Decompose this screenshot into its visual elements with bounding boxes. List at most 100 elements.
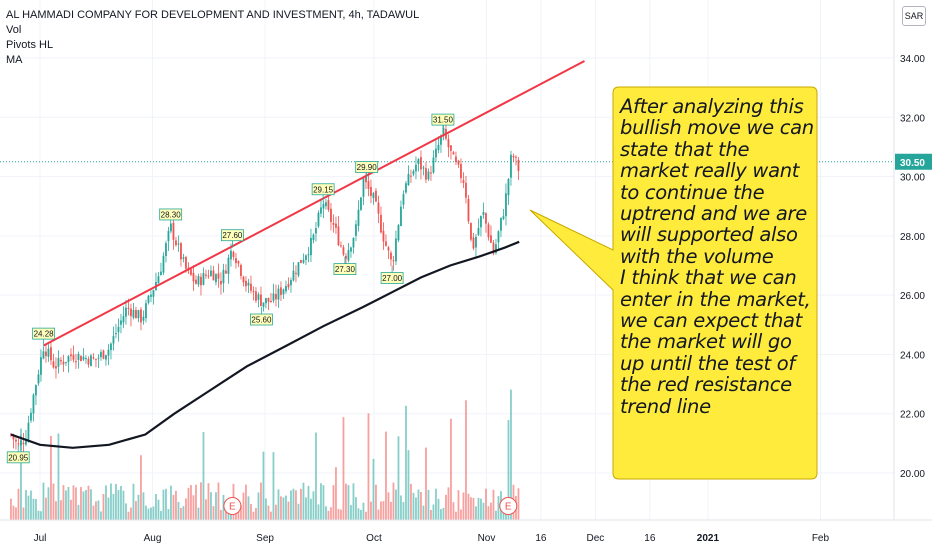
candle-body [37, 374, 40, 384]
volume-bar [272, 452, 275, 520]
candle-body [167, 230, 170, 242]
candle-body [345, 255, 347, 259]
candle-body [480, 216, 482, 228]
candle-body [115, 333, 117, 335]
volume-bar [170, 485, 172, 520]
earnings-marker[interactable]: E [499, 497, 518, 515]
candle-body [30, 412, 32, 421]
candle-body [327, 200, 330, 210]
time-axis[interactable]: Jul Aug Sep Oct Nov 16 Dec 16 2021 Feb [0, 519, 932, 550]
candles[interactable] [10, 119, 520, 455]
candle-body [325, 202, 327, 207]
volume-bar [497, 496, 500, 520]
pivot-value: 20.95 [8, 453, 29, 462]
volume-bar [127, 511, 130, 520]
volume-bar [275, 504, 277, 520]
volume-bar [182, 506, 185, 520]
candle-body [222, 269, 225, 284]
volume-bar [377, 509, 380, 520]
candle-body [375, 190, 377, 202]
candle-body [432, 157, 435, 173]
volume-bar [415, 497, 417, 520]
indicator-vol[interactable]: Vol [6, 24, 22, 36]
candle-body [107, 349, 110, 356]
volume-bar [302, 482, 305, 520]
volume-bar [357, 508, 360, 520]
volume-bar [207, 483, 210, 520]
volume-bar [257, 492, 260, 520]
volume-bar [352, 483, 355, 520]
earnings-marker[interactable]: E [223, 497, 242, 515]
pivot-label: 25.60 [250, 307, 273, 326]
candle-body [355, 224, 357, 236]
pivot-value: 25.60 [251, 316, 272, 325]
candle-body [497, 231, 500, 243]
volume-bar [100, 511, 102, 520]
symbol-title[interactable]: AL HAMMADI COMPANY FOR DEVELOPMENT AND I… [6, 9, 420, 21]
callout-text[interactable]: After analyzing this bullish move we can… [620, 95, 814, 418]
earnings-letter: E [505, 502, 512, 513]
volume-bar [477, 497, 480, 520]
pivot-value: 27.60 [222, 231, 243, 240]
resistance-trendline[interactable] [43, 60, 585, 347]
volume-bar [32, 498, 35, 520]
candle-body [390, 252, 392, 260]
candle-body [262, 302, 265, 307]
volume-bar [447, 487, 450, 520]
price-tick-label: 22.00 [900, 410, 925, 421]
price-axis[interactable]: 20.00 22.00 24.00 26.00 28.00 30.00 32.00 34.00… [893, 0, 932, 550]
pivot-value: 27.30 [335, 265, 356, 274]
candle-body [430, 172, 432, 174]
candle-body [230, 250, 232, 260]
candle-body [380, 214, 382, 233]
candle-body [175, 240, 177, 246]
indicator-ma[interactable]: MA [6, 54, 23, 66]
indicator-pivots[interactable]: Pivots HL [6, 39, 54, 51]
volume-bar [22, 507, 25, 520]
volume-bar [152, 506, 155, 520]
volume-bar [412, 492, 415, 520]
candle-body [422, 167, 425, 169]
callout-shape[interactable] [529, 86, 818, 480]
volume-bar [245, 484, 247, 520]
candle-body [50, 347, 52, 361]
last-price-badge [895, 153, 932, 170]
volume-bar [57, 433, 60, 520]
volume-bar [260, 482, 262, 520]
candle-body [140, 309, 142, 323]
candle-body [277, 288, 280, 300]
candle-body [55, 366, 57, 369]
volume-bar [410, 483, 412, 520]
pivot-box [6, 451, 30, 464]
volume-bar [255, 508, 257, 520]
candle-body [515, 156, 517, 158]
volume-bar [380, 501, 382, 520]
volume-bar [125, 503, 127, 520]
currency-badge[interactable]: SAR [902, 6, 926, 26]
volume-bar [137, 494, 140, 520]
volume-bar [242, 492, 245, 520]
volume-bar [440, 509, 442, 520]
volume-bar [460, 509, 462, 520]
volume-bar [65, 490, 67, 520]
volume-bar [187, 487, 190, 520]
volume-bar [155, 494, 157, 520]
candle-body [180, 243, 182, 260]
pivot-box [311, 183, 335, 196]
volume-bar [445, 494, 447, 520]
candle-body [62, 361, 65, 365]
candle-body [500, 217, 502, 231]
candle-body [455, 156, 457, 162]
volume-bar [452, 502, 455, 520]
pivot-box [159, 208, 183, 221]
candle-body [210, 270, 212, 276]
candle-body [40, 357, 42, 375]
volume-bar [115, 483, 117, 520]
candle-body [505, 193, 507, 217]
volume-bar [197, 507, 200, 520]
volume-bar [342, 417, 345, 520]
candle-body [382, 230, 385, 242]
time-tick-label: Dec [586, 533, 604, 544]
